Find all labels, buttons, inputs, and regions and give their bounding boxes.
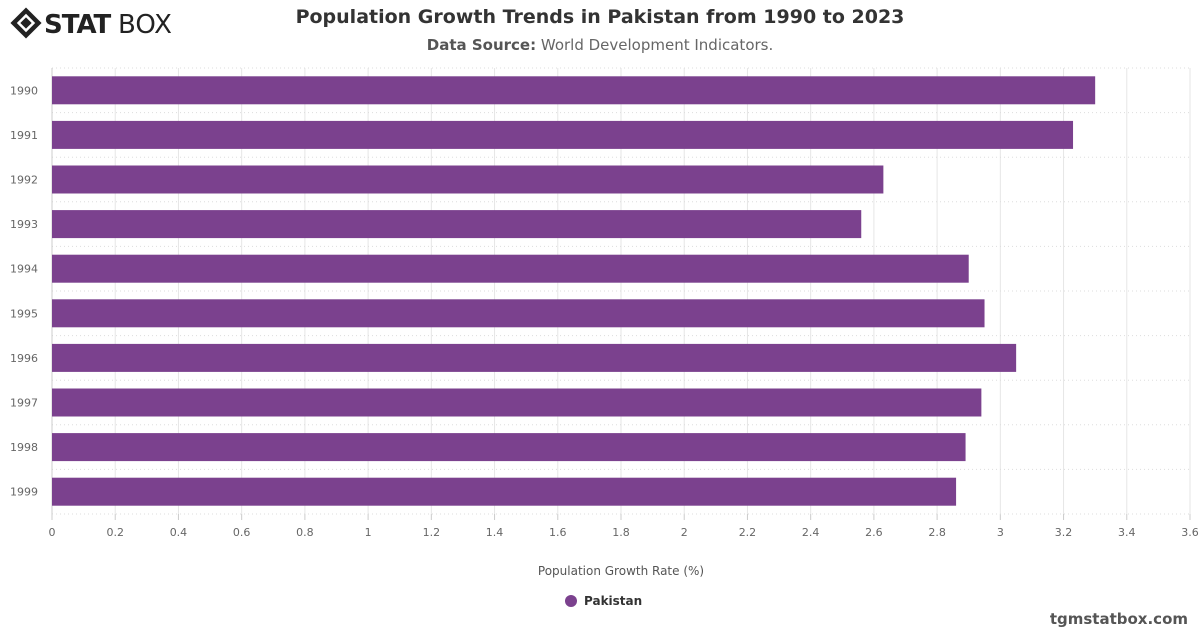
legend-dot bbox=[565, 595, 577, 607]
bar-1992 bbox=[52, 165, 884, 194]
bar-1997 bbox=[52, 388, 982, 417]
x-tick-label: 2.8 bbox=[928, 526, 946, 539]
x-tick-label: 3.4 bbox=[1118, 526, 1136, 539]
x-tick-label: 3.2 bbox=[1055, 526, 1073, 539]
y-tick-label: 1996 bbox=[10, 352, 38, 365]
legend-item-pakistan[interactable]: Pakistan bbox=[565, 594, 642, 608]
y-tick-label: 1995 bbox=[10, 307, 38, 320]
x-tick-label: 0.2 bbox=[106, 526, 124, 539]
bar-1995 bbox=[52, 299, 985, 328]
bar-1998 bbox=[52, 433, 966, 462]
y-tick-label: 1990 bbox=[10, 84, 38, 97]
y-tick-label: 1992 bbox=[10, 174, 38, 187]
x-tick-label: 0.6 bbox=[233, 526, 251, 539]
logo-graphic: STAT BOX bbox=[10, 7, 172, 40]
y-tick-label: 1999 bbox=[10, 486, 38, 499]
x-tick-label: 3.6 bbox=[1181, 526, 1199, 539]
x-tick-label: 1.6 bbox=[549, 526, 567, 539]
x-tick-label: 2.4 bbox=[802, 526, 820, 539]
x-tick-label: 3 bbox=[997, 526, 1004, 539]
x-tick-label: 1 bbox=[365, 526, 372, 539]
x-tick-label: 0.4 bbox=[170, 526, 188, 539]
x-tick-label: 0 bbox=[49, 526, 56, 539]
x-tick-label: 1.8 bbox=[612, 526, 630, 539]
chart-title: Population Growth Trends in Pakistan fro… bbox=[295, 6, 905, 28]
x-tick-label: 1.2 bbox=[423, 526, 441, 539]
bar-1991 bbox=[52, 120, 1074, 149]
x-tick-label: 2 bbox=[681, 526, 688, 539]
x-tick-label: 2.6 bbox=[865, 526, 883, 539]
x-tick-label: 0.8 bbox=[296, 526, 314, 539]
y-tick-label: 1993 bbox=[10, 218, 38, 231]
source-value: World Development Indicators. bbox=[540, 36, 774, 54]
logo-text-light: BOX bbox=[118, 10, 172, 40]
y-tick-label: 1998 bbox=[10, 441, 38, 454]
site-credit: tgmstatbox.com bbox=[1049, 610, 1188, 628]
y-tick-label: 1991 bbox=[10, 129, 38, 142]
legend-label: Pakistan bbox=[584, 594, 643, 608]
y-tick-label: 1994 bbox=[10, 263, 38, 276]
bar-1996 bbox=[52, 343, 1017, 372]
x-axis-title: Population Growth Rate (%) bbox=[538, 564, 704, 578]
statbox-logo: STAT BOX bbox=[10, 6, 180, 40]
bar-1999 bbox=[52, 477, 957, 506]
x-tick-label: 2.2 bbox=[739, 526, 757, 539]
x-tick-label: 1.4 bbox=[486, 526, 504, 539]
source-label: Data Source: bbox=[426, 36, 537, 54]
bar-1994 bbox=[52, 254, 969, 283]
logo-text-bold: STAT bbox=[44, 10, 112, 40]
chart-subtitle: Data Source: World Development Indicator… bbox=[0, 36, 1200, 54]
bar-1993 bbox=[52, 210, 862, 239]
y-tick-label: 1997 bbox=[10, 397, 38, 410]
bar-1990 bbox=[52, 76, 1096, 105]
